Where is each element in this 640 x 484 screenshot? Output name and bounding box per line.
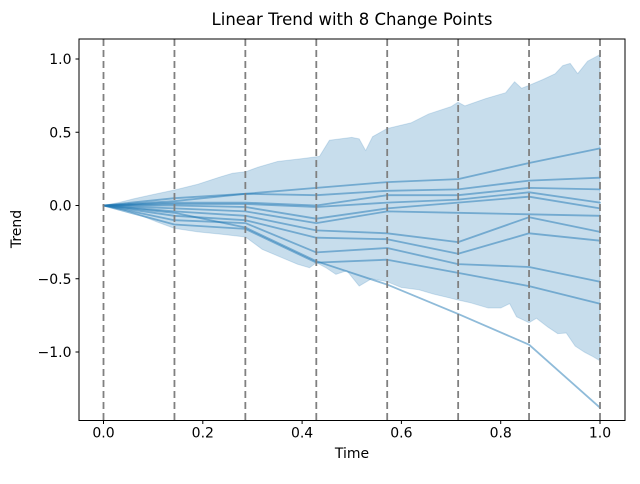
x-tick-label: 0.0 — [92, 426, 114, 442]
trend-line-sample-5 — [102, 195, 601, 220]
trend-line-sample-11 — [102, 204, 601, 409]
chart-title: Linear Trend with 8 Change Points — [211, 10, 493, 29]
y-tick-label: 0.0 — [49, 199, 71, 215]
y-axis-label: Trend — [9, 209, 25, 249]
trend-line-sample-8 — [102, 204, 601, 255]
x-tick-label: 0.8 — [490, 426, 512, 442]
y-tick-label: −0.5 — [38, 272, 72, 288]
y-tick-label: 0.5 — [49, 125, 71, 141]
trend-line-sample-1 — [102, 147, 601, 207]
trend-line-sample-2 — [102, 176, 601, 207]
trend-line-sample-7 — [102, 204, 601, 243]
x-tick-label: 0.2 — [192, 426, 214, 442]
trend-line-sample-3 — [102, 187, 601, 207]
confidence-band — [103, 54, 601, 362]
x-axis-label: Time — [334, 446, 370, 462]
x-tick-label: 0.4 — [291, 426, 313, 442]
trend-line-sample-6 — [102, 204, 601, 224]
axes-frame — [78, 38, 626, 421]
trend-line-sample-4 — [102, 191, 601, 208]
x-tick-label: 0.6 — [390, 426, 412, 442]
x-tick-label: 1.0 — [589, 426, 611, 442]
y-tick-label: 1.0 — [49, 52, 71, 68]
trend-line-sample-9 — [102, 204, 601, 283]
trend-line-sample-10 — [102, 204, 601, 305]
y-tick-label: −1.0 — [38, 345, 72, 361]
